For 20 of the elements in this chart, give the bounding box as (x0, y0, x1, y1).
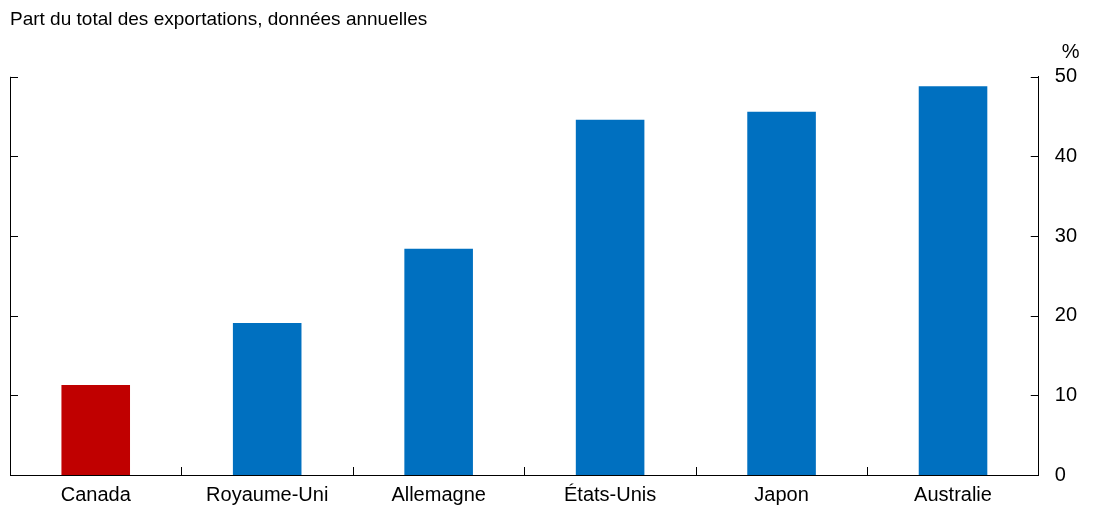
bar (232, 322, 302, 475)
bar (747, 111, 816, 475)
bar (404, 248, 473, 475)
x-tick-label: Japon (754, 482, 809, 505)
y-tick-label: 40 (1054, 143, 1077, 166)
bar (61, 385, 131, 475)
y-tick-label: 30 (1054, 223, 1077, 246)
y-tick-label: 10 (1054, 382, 1077, 405)
x-tick-label: Canada (60, 482, 132, 505)
y-axis-title: % (1061, 40, 1080, 63)
bar (918, 86, 988, 475)
x-tick-label: Allemagne (391, 482, 486, 505)
x-tick-label: Royaume-Uni (206, 482, 329, 505)
x-tick-label: Australie (914, 482, 992, 505)
y-tick-label: 0 (1054, 462, 1066, 485)
x-tick-label: États-Unis (563, 482, 657, 505)
chart-title: Part du total des exportations, données annuelles (10, 7, 428, 29)
bar (575, 119, 645, 475)
y-tick-label: 50 (1054, 64, 1077, 87)
y-tick-label: 20 (1054, 303, 1077, 326)
